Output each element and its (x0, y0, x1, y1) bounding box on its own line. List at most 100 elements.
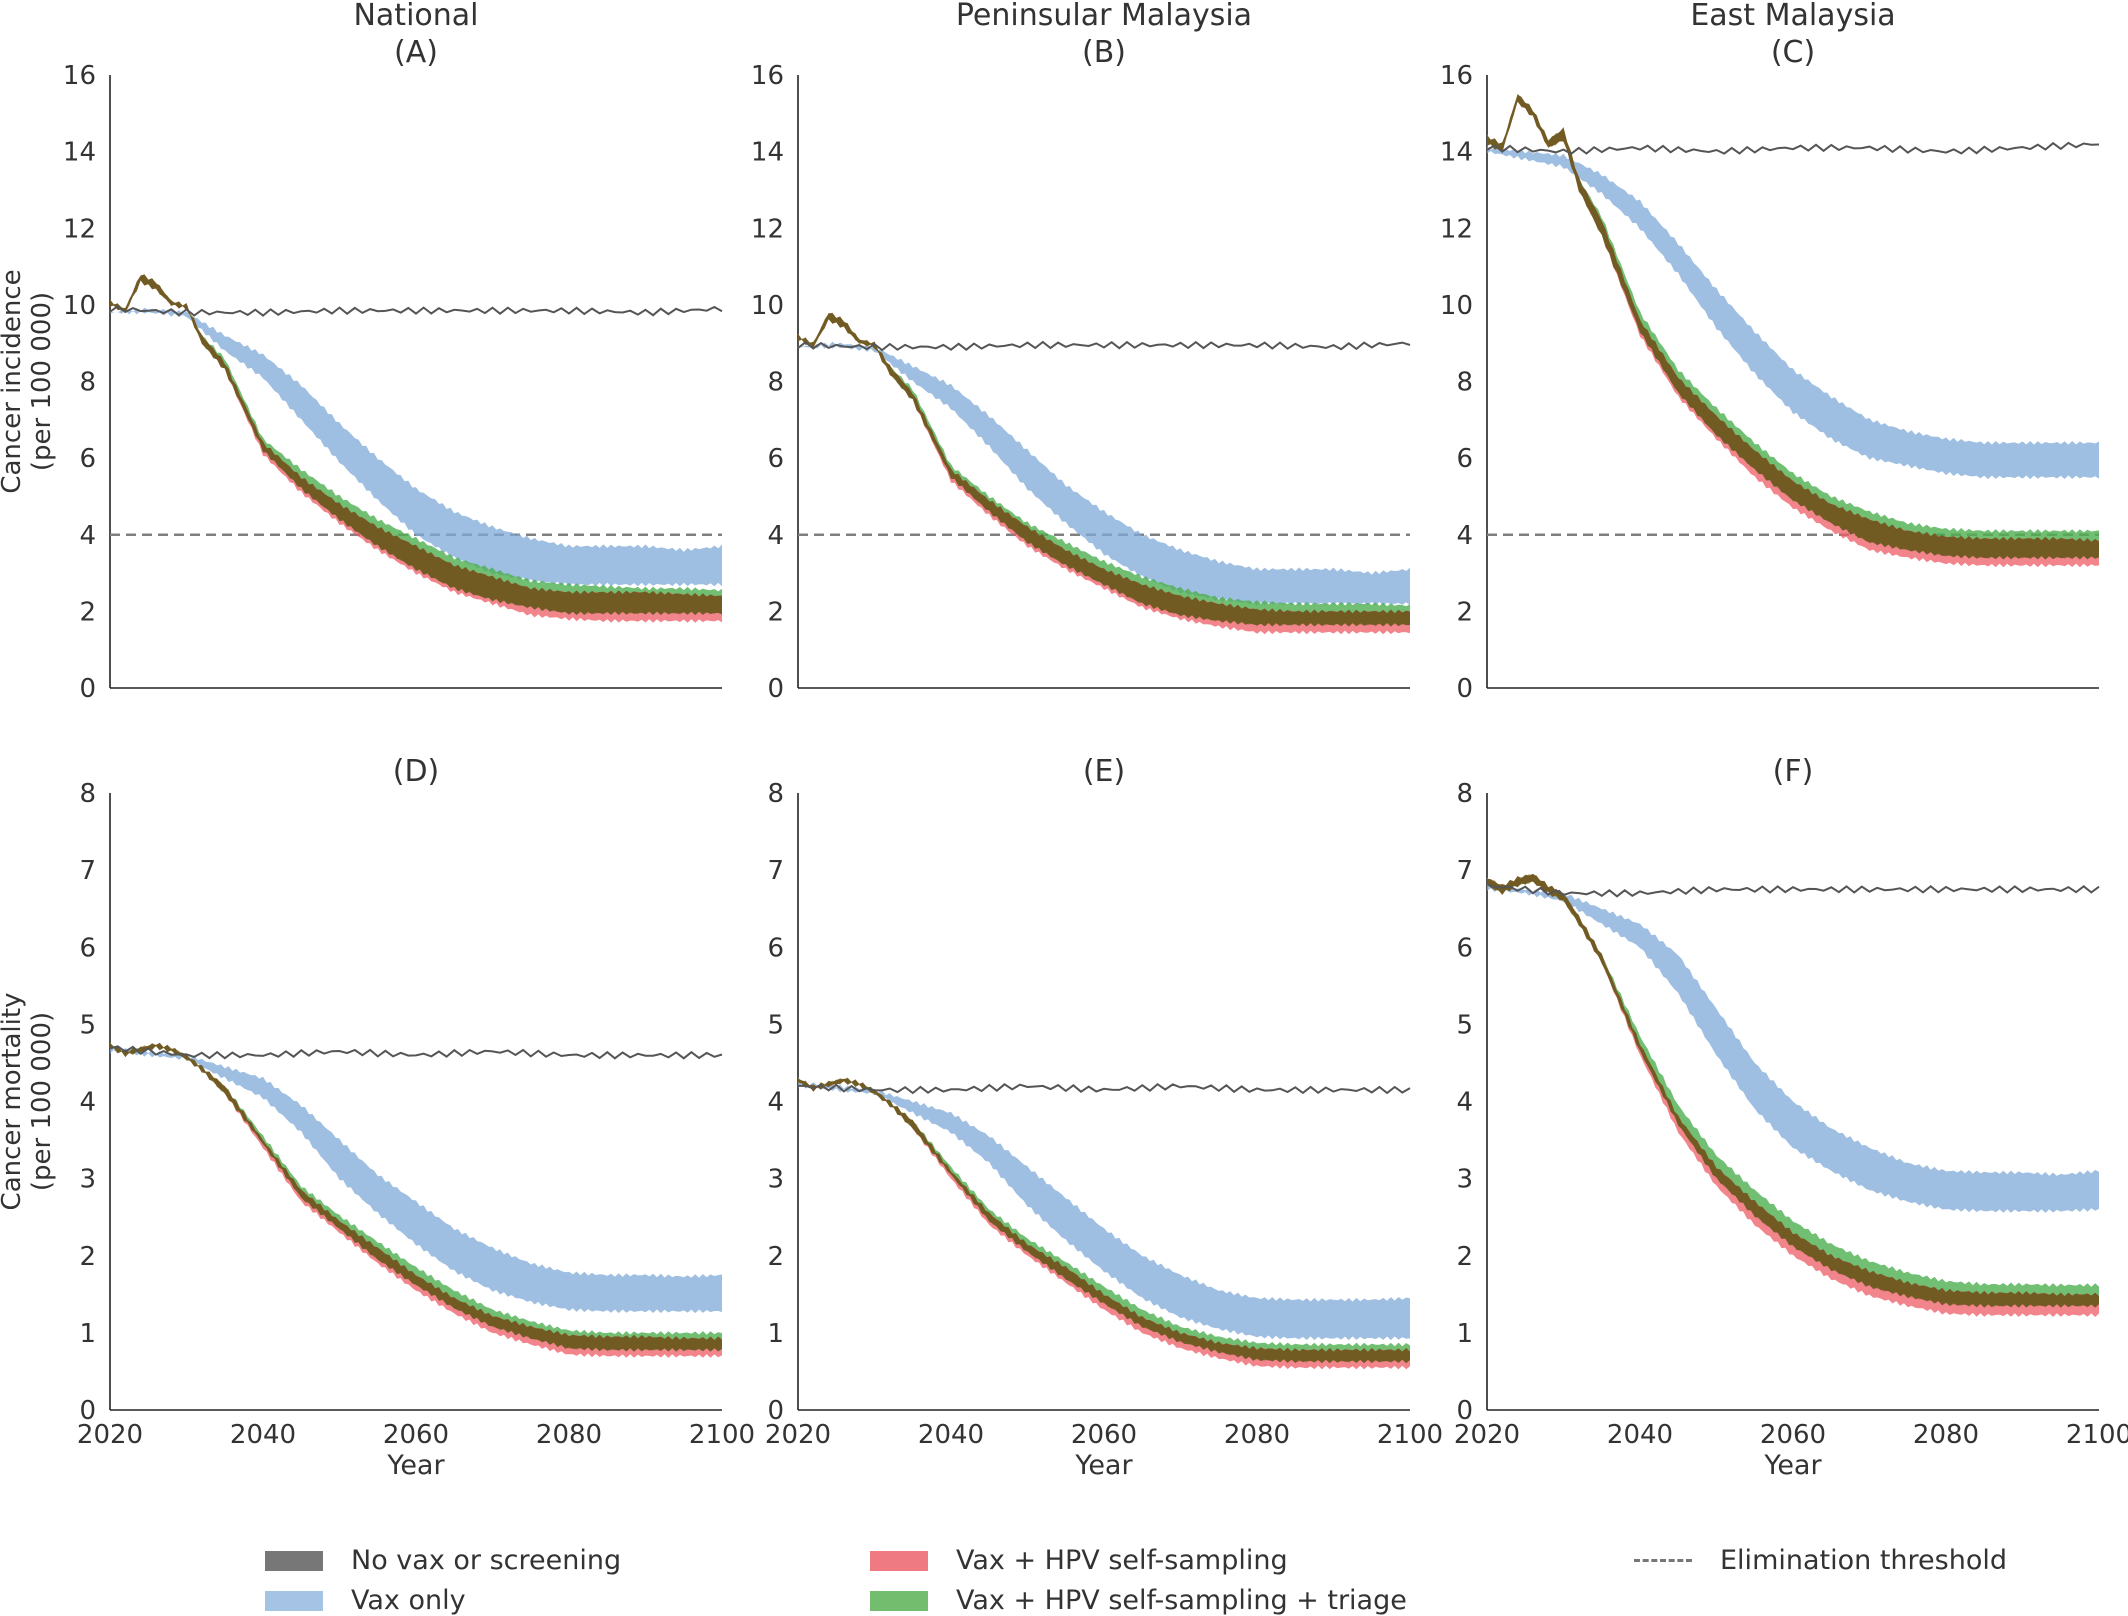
x-axis-label: Year (1074, 1450, 1133, 1481)
y-tick-label: 2 (767, 597, 784, 627)
y-tick-label: 6 (767, 933, 784, 963)
y-tick-label: 12 (1440, 214, 1473, 244)
y-tick-label: 8 (767, 779, 784, 809)
y-tick-label: 6 (1456, 444, 1473, 474)
y-tick-label: 0 (1456, 674, 1473, 704)
y-tick-label: 0 (79, 1396, 96, 1426)
y-tick-label: 2 (767, 1242, 784, 1272)
y-tick-label: 1 (1456, 1319, 1473, 1349)
chart-panel-c: East Malaysia(C) 0 2 4 6 8 10 12 14 16 (1440, 0, 2100, 704)
x-tick-label: 2040 (918, 1420, 984, 1450)
y-tick-label: 6 (79, 444, 96, 474)
x-tick-label: 2080 (536, 1420, 602, 1450)
y-axis-label: Cancer incidence(per 100 000) (0, 269, 57, 493)
band-vax-only (798, 1080, 1410, 1341)
y-tick-label: 16 (1440, 61, 1473, 91)
y-tick-label: 2 (79, 597, 96, 627)
x-axis-label: Year (386, 1450, 445, 1481)
y-tick-label: 2 (1456, 597, 1473, 627)
y-tick-label: 1 (767, 1319, 784, 1349)
x-tick-label: 2100 (1377, 1420, 1443, 1450)
legend-label-threshold: Elimination threshold (1720, 1545, 2007, 1576)
y-tick-label: 14 (1440, 138, 1473, 168)
y-tick-label: 16 (751, 61, 784, 91)
legend-swatch-self-sampling-triage (870, 1590, 928, 1611)
y-tick-label: 12 (751, 214, 784, 244)
chart-panel-b: Peninsular Malaysia(B) 0 2 4 6 8 10 12 14 16 (751, 0, 1411, 704)
chart-panel-f: (F) 0 1 2 3 4 5 6 7 8 2020 2040 2060 2080 2100 Year (1454, 754, 2128, 1481)
band-vax-only (1487, 884, 2099, 1213)
legend-item-threshold: Elimination threshold (1634, 1545, 2007, 1576)
y-tick-label: 5 (767, 1010, 784, 1040)
band-overlap-core (110, 274, 722, 616)
panel-region-title: East Malaysia (1690, 0, 1895, 33)
y-tick-label: 4 (79, 521, 96, 551)
x-tick-label: 2020 (1454, 1420, 1520, 1450)
x-tick-label: 2060 (383, 1420, 449, 1450)
y-tick-label: 2 (79, 1242, 96, 1272)
panel-label: (C) (1771, 35, 1815, 70)
y-tick-label: 4 (79, 1088, 96, 1118)
line-no-vax-or-screening (1486, 141, 2100, 155)
chart-panel-d: (D) 0 1 2 3 4 5 6 7 8 2020 2040 2060 2080 2100 Year Canc… (0, 754, 755, 1481)
legend-swatch-no-vax (265, 1550, 323, 1571)
x-tick-label: 2060 (1071, 1420, 1137, 1450)
band-vax-self-sampling-triage (798, 312, 1410, 627)
y-tick-label: 12 (63, 214, 96, 244)
y-tick-label: 4 (1456, 1088, 1473, 1118)
y-tick-label: 8 (79, 368, 96, 398)
y-tick-label: 14 (751, 138, 784, 168)
y-tick-label: 0 (79, 674, 96, 704)
y-tick-label: 5 (1456, 1010, 1473, 1040)
band-vax-only (110, 1045, 722, 1314)
line-no-vax-or-screening (109, 304, 723, 317)
legend-item-vax-only: Vax only (265, 1585, 466, 1616)
band-vax-only (1487, 146, 2099, 480)
y-tick-label: 7 (767, 856, 784, 886)
y-tick-label: 8 (767, 368, 784, 398)
x-tick-label: 2040 (1607, 1420, 1673, 1450)
x-tick-label: 2020 (77, 1420, 143, 1450)
legend-item-self-sampling: Vax + HPV self-sampling (870, 1545, 1288, 1576)
y-tick-label: 10 (1440, 291, 1473, 321)
y-tick-label: 3 (79, 1165, 96, 1195)
y-tick-label: 4 (767, 521, 784, 551)
y-tick-label: 8 (79, 779, 96, 809)
legend-swatch-threshold (1634, 1559, 1692, 1562)
x-tick-label: 2100 (2066, 1420, 2128, 1450)
line-no-vax-or-screening (1486, 883, 2100, 898)
y-axis-label: Cancer mortality(per 100 000) (0, 993, 57, 1211)
band-overlap-core (1487, 873, 2099, 1308)
panel-label: (D) (393, 754, 440, 789)
chart-panel-e: (E) 0 1 2 3 4 5 6 7 8 2020 2040 2060 2080 2100 Year (765, 754, 1443, 1481)
y-tick-label: 6 (1456, 933, 1473, 963)
y-tick-label: 10 (63, 291, 96, 321)
panel-region-title: National (353, 0, 478, 33)
y-tick-label: 0 (767, 1396, 784, 1426)
y-tick-label: 6 (79, 933, 96, 963)
panel-label: (B) (1082, 35, 1126, 70)
band-vax-self-sampling (110, 1042, 722, 1358)
band-vax-only (798, 341, 1410, 606)
y-tick-label: 6 (767, 444, 784, 474)
legend-item-no-vax: No vax or screening (265, 1545, 621, 1576)
legend-item-self-sampling-triage: Vax + HPV self-sampling + triage (870, 1585, 1407, 1616)
legend-label-self-sampling: Vax + HPV self-sampling (956, 1545, 1288, 1576)
y-tick-label: 7 (79, 856, 96, 886)
y-tick-label: 3 (767, 1165, 784, 1195)
y-tick-label: 0 (767, 674, 784, 704)
y-tick-label: 8 (1456, 779, 1473, 809)
y-tick-label: 4 (1456, 521, 1473, 551)
x-axis-label: Year (1763, 1450, 1822, 1481)
y-tick-label: 3 (1456, 1165, 1473, 1195)
x-tick-label: 2080 (1913, 1420, 1979, 1450)
x-tick-label: 2060 (1760, 1420, 1826, 1450)
y-tick-label: 0 (1456, 1396, 1473, 1426)
y-tick-label: 1 (79, 1319, 96, 1349)
legend-swatch-self-sampling (870, 1550, 928, 1571)
line-no-vax-or-screening (797, 1082, 1411, 1095)
y-tick-label: 14 (63, 138, 96, 168)
y-tick-label: 7 (1456, 856, 1473, 886)
x-tick-label: 2040 (230, 1420, 296, 1450)
